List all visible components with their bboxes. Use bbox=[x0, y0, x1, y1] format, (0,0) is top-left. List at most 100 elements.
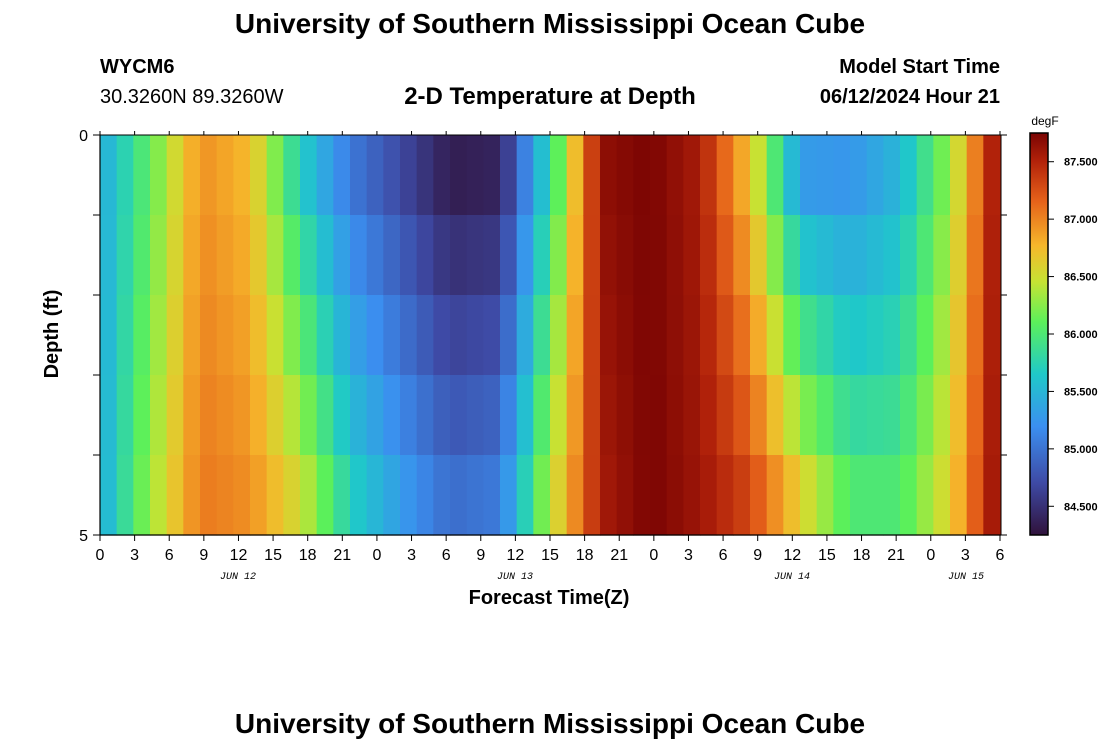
heatmap-cell bbox=[233, 295, 251, 376]
heatmap-cell bbox=[666, 135, 684, 216]
heatmap-cell bbox=[366, 295, 384, 376]
heatmap-cell bbox=[416, 295, 434, 376]
heatmap-cell bbox=[483, 135, 501, 216]
heatmap-cell bbox=[483, 455, 501, 536]
heatmap-cell bbox=[883, 375, 901, 456]
heatmap-cell bbox=[600, 215, 618, 296]
heatmap-cell bbox=[600, 455, 618, 536]
heatmap-cell bbox=[716, 295, 734, 376]
heatmap-cell bbox=[900, 295, 918, 376]
heatmap-cell bbox=[250, 135, 268, 216]
heatmap-cell bbox=[250, 455, 268, 536]
colorbar-tick-label: 87.500 bbox=[1064, 157, 1098, 169]
chart-axes: 0 3 6 9 12 15 18 21 0 3 6 9 12 15 18 21 0 3 6 9 12 15 18 21 0 3 6 J… bbox=[79, 128, 1007, 583]
heatmap-cell bbox=[250, 375, 268, 456]
heatmap-cell bbox=[383, 295, 401, 376]
heatmap-cell bbox=[633, 375, 651, 456]
heatmap-cell bbox=[350, 455, 368, 536]
heatmap-cell bbox=[900, 455, 918, 536]
heatmap-cell bbox=[216, 375, 234, 456]
heatmap-cell bbox=[750, 375, 768, 456]
heatmap-cell bbox=[383, 455, 401, 536]
heatmap-cell bbox=[666, 295, 684, 376]
x-tick-label: 9 bbox=[199, 547, 208, 564]
heatmap-cell bbox=[100, 215, 118, 296]
heatmap-cell bbox=[833, 455, 851, 536]
heatmap-cell bbox=[200, 375, 218, 456]
heatmap-cell bbox=[883, 215, 901, 296]
x-tick-label: 15 bbox=[264, 547, 282, 564]
heatmap-cell bbox=[800, 135, 818, 216]
heatmap-cell bbox=[866, 455, 884, 536]
heatmap-cells bbox=[100, 135, 1001, 536]
heatmap-cell bbox=[683, 135, 701, 216]
heatmap-cell bbox=[683, 295, 701, 376]
heatmap-cell bbox=[466, 295, 484, 376]
heatmap-cell bbox=[450, 135, 468, 216]
heatmap-cell bbox=[366, 375, 384, 456]
heatmap-cell bbox=[200, 215, 218, 296]
heatmap-cell bbox=[733, 455, 751, 536]
heatmap-cell bbox=[550, 295, 568, 376]
heatmap-cell bbox=[766, 295, 784, 376]
heatmap-cell bbox=[183, 295, 201, 376]
heatmap-cell bbox=[883, 295, 901, 376]
heatmap-cell bbox=[933, 295, 951, 376]
heatmap-cell bbox=[600, 295, 618, 376]
heatmap-cell bbox=[933, 375, 951, 456]
heatmap-cell bbox=[483, 375, 501, 456]
heatmap-cell bbox=[216, 295, 234, 376]
heatmap-cell bbox=[566, 135, 584, 216]
date-label: JUN 13 bbox=[497, 572, 533, 583]
heatmap-cell bbox=[616, 215, 634, 296]
heatmap-cell bbox=[200, 295, 218, 376]
heatmap-cell bbox=[933, 455, 951, 536]
colorbar-tick-label: 86.500 bbox=[1064, 272, 1098, 284]
x-axis-title: Forecast Time(Z) bbox=[469, 587, 630, 609]
heatmap-cell bbox=[766, 455, 784, 536]
heatmap-cell bbox=[800, 455, 818, 536]
heatmap-cell bbox=[533, 215, 551, 296]
heatmap-cell bbox=[300, 135, 318, 216]
heatmap-cell bbox=[500, 375, 518, 456]
heatmap-cell bbox=[833, 135, 851, 216]
heatmap-cell bbox=[100, 455, 118, 536]
heatmap-cell bbox=[483, 215, 501, 296]
x-tick-label: 6 bbox=[442, 547, 451, 564]
colorbar-tick-label: 87.000 bbox=[1064, 214, 1098, 226]
heatmap-cell bbox=[183, 455, 201, 536]
heatmap-cell bbox=[383, 375, 401, 456]
heatmap-cell bbox=[433, 215, 451, 296]
heatmap-cell bbox=[366, 215, 384, 296]
heatmap-cell bbox=[766, 135, 784, 216]
heatmap-cell bbox=[966, 215, 984, 296]
station-coordinates: 30.3260N 89.3260W bbox=[100, 86, 284, 108]
heatmap-cell bbox=[666, 375, 684, 456]
heatmap-cell bbox=[633, 215, 651, 296]
heatmap-cell bbox=[350, 295, 368, 376]
heatmap-cell bbox=[283, 135, 301, 216]
heatmap-cell bbox=[383, 135, 401, 216]
footer-title: University of Southern Mississippi Ocean… bbox=[234, 708, 866, 739]
heatmap-cell bbox=[950, 375, 968, 456]
heatmap-cell bbox=[500, 215, 518, 296]
heatmap-cell bbox=[400, 215, 418, 296]
heatmap-cell bbox=[783, 135, 801, 216]
heatmap-cell bbox=[466, 455, 484, 536]
heatmap-cell bbox=[900, 215, 918, 296]
heatmap-cell bbox=[683, 215, 701, 296]
heatmap-cell bbox=[400, 455, 418, 536]
heatmap-cell bbox=[500, 455, 518, 536]
heatmap-cell bbox=[266, 295, 284, 376]
heatmap-cell bbox=[166, 295, 184, 376]
colorbar-tick-label: 86.000 bbox=[1064, 329, 1098, 341]
heatmap-cell bbox=[666, 215, 684, 296]
heatmap-cell bbox=[833, 295, 851, 376]
date-label: JUN 14 bbox=[774, 572, 810, 583]
heatmap-cell bbox=[233, 135, 251, 216]
heatmap-cell bbox=[450, 375, 468, 456]
heatmap-cell bbox=[816, 455, 834, 536]
heatmap-cell bbox=[550, 135, 568, 216]
heatmap-cell bbox=[750, 215, 768, 296]
x-tick-label: 18 bbox=[299, 547, 317, 564]
